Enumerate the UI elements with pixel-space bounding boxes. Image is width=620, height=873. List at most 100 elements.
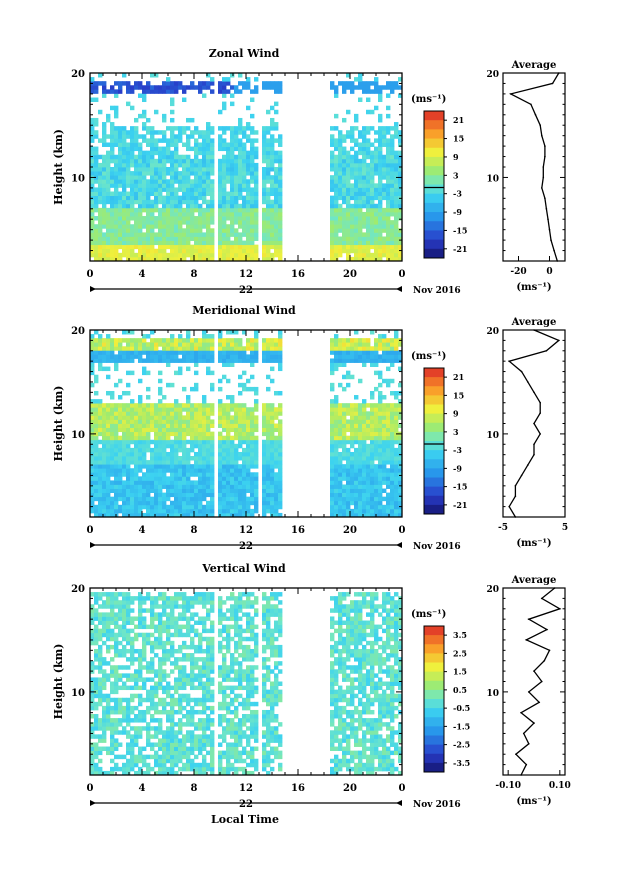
profile-point [525,763,528,766]
x-axis-label: Local Time [211,813,279,826]
profile-point [514,485,517,487]
colorbar-tick-label: -0.5 [453,703,470,713]
profile-point [558,72,560,74]
heatmap-cells [90,73,403,262]
profile-x-tick-label: -0.10 [495,781,521,791]
profile-x-tick-label: 0 [546,267,552,277]
x-tick-label: 0 [87,269,94,280]
profile-point [559,608,561,610]
x-tick-label: 8 [191,783,198,794]
profile-point [545,350,548,352]
profile-line [508,72,560,262]
date-label: Nov 2016 [413,800,461,810]
panel-title: Vertical Wind [201,562,286,575]
x-tick-label: 8 [191,269,198,280]
date-label: Nov 2016 [413,286,461,296]
colorbar-tick-label: -15 [453,225,467,235]
colorbar-tick-label: 9 [453,409,459,419]
profile-y-tick-label: 20 [486,585,499,595]
profile-y-tick-label: 10 [486,431,499,441]
profile-point [528,743,530,745]
heatmap-cells [90,330,403,518]
profile-point [533,422,535,425]
profile-point [541,134,543,137]
x-tick-label: 0 [87,783,94,794]
profile-point [538,701,540,704]
profile-point [547,218,549,220]
profile-y-tick-label: 20 [486,327,499,337]
y-tick-label: 10 [71,430,85,441]
profile-point [542,166,545,168]
profile-point [556,260,559,262]
profile-y-tick-label: 20 [486,70,499,80]
panel-title: Meridional Wind [192,304,296,317]
profile-unit-label: (ms⁻¹) [516,538,551,549]
profile-point [528,691,530,693]
colorbar-tick-label: -9 [453,463,462,473]
profile-point [522,732,525,735]
colorbar-tick-label: -3 [453,445,462,455]
y-tick-label: 20 [71,326,85,337]
profile-point [520,474,523,477]
x-tick-label: 0 [399,525,406,536]
panel-2: 0 4 8 12 16 20 0 10 20 Meridional Wind Height (km)… [52,304,568,552]
panel-title: Zonal Wind [209,47,280,60]
profile-point [550,239,552,241]
profile-point [542,176,545,179]
colorbar-tick-label: 1.5 [453,667,467,677]
y-tick-label: 10 [71,688,85,699]
profile-line [514,587,562,776]
profile-point [533,443,535,446]
profile-point [520,711,522,714]
colorbar-unit-label: (ms⁻¹) [411,94,446,105]
profile-point [520,774,522,776]
x-tick-label: 0 [399,269,406,280]
profile-point [515,753,517,755]
profile-point [553,249,555,252]
profile-point [544,145,546,147]
colorbar-tick-label: 9 [453,152,459,162]
profile-x-tick-label: -20 [510,267,526,277]
profile-point [541,680,543,683]
colorbar-tick-label: 2.5 [453,648,467,658]
colorbar-unit-label: (ms⁻¹) [411,609,446,620]
colorbar-tick-label: 21 [453,115,464,125]
y-tick-label: 10 [71,173,85,184]
day-label: 22 [239,541,253,552]
day-label: 22 [239,285,253,296]
colorbar-tick-label: -21 [453,500,467,510]
date-label: Nov 2016 [413,542,461,552]
profile-point [533,670,535,672]
profile-point [548,228,551,231]
profile-point [528,618,530,620]
colorbar-tick-label: 15 [453,134,464,144]
colorbar-tick-label: -9 [453,207,462,217]
profile-point [544,197,546,200]
profile-title: Average [511,575,557,586]
profile-point [553,587,556,589]
colorbar-tick-label: 3.5 [453,630,467,640]
profile-point [520,370,523,373]
profile-y-tick-label: 10 [486,689,499,699]
profile-point [539,412,541,414]
profile-point [539,433,541,435]
profile-y-tick-label: 10 [486,174,499,184]
profile-point [533,329,535,331]
x-tick-label: 4 [139,269,146,280]
colorbar-tick-label: 21 [453,372,464,382]
x-tick-label: 0 [87,525,94,536]
profile-point [539,124,541,126]
y-axis-label: Height (km) [52,129,65,205]
colorbar-tick-label: -1.5 [453,721,470,731]
profile-point [527,464,529,466]
average-profile: Average 10 20 -20 0 (ms⁻¹) [486,60,566,293]
x-tick-label: 0 [399,783,406,794]
profile-unit-label: (ms⁻¹) [516,282,551,293]
profile-point [533,453,535,456]
colorbar-tick-label: -2.5 [453,740,470,750]
x-tick-label: 20 [343,269,357,280]
profile-point [508,360,511,363]
profile-point [545,208,548,210]
profile-x-tick-label: 5 [562,523,568,533]
